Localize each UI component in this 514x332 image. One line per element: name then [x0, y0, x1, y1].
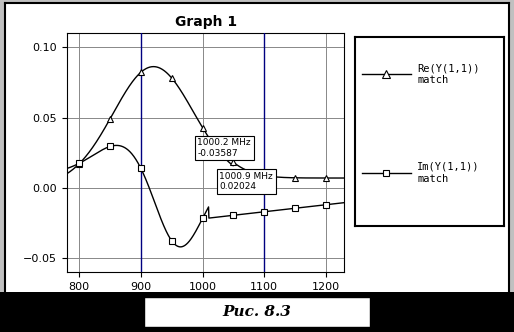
Text: 1000.2 MHz
-0.03587: 1000.2 MHz -0.03587 [197, 138, 251, 158]
Text: Im(Y(1,1))
match: Im(Y(1,1)) match [417, 162, 480, 184]
X-axis label: Frequency (MHz): Frequency (MHz) [146, 297, 265, 310]
Title: Graph 1: Graph 1 [175, 15, 236, 29]
Text: Рис. 8.3: Рис. 8.3 [223, 305, 291, 319]
Text: 1000.9 MHz
0.02024: 1000.9 MHz 0.02024 [219, 172, 273, 191]
Text: Re(Y(1,1))
match: Re(Y(1,1)) match [417, 63, 480, 85]
